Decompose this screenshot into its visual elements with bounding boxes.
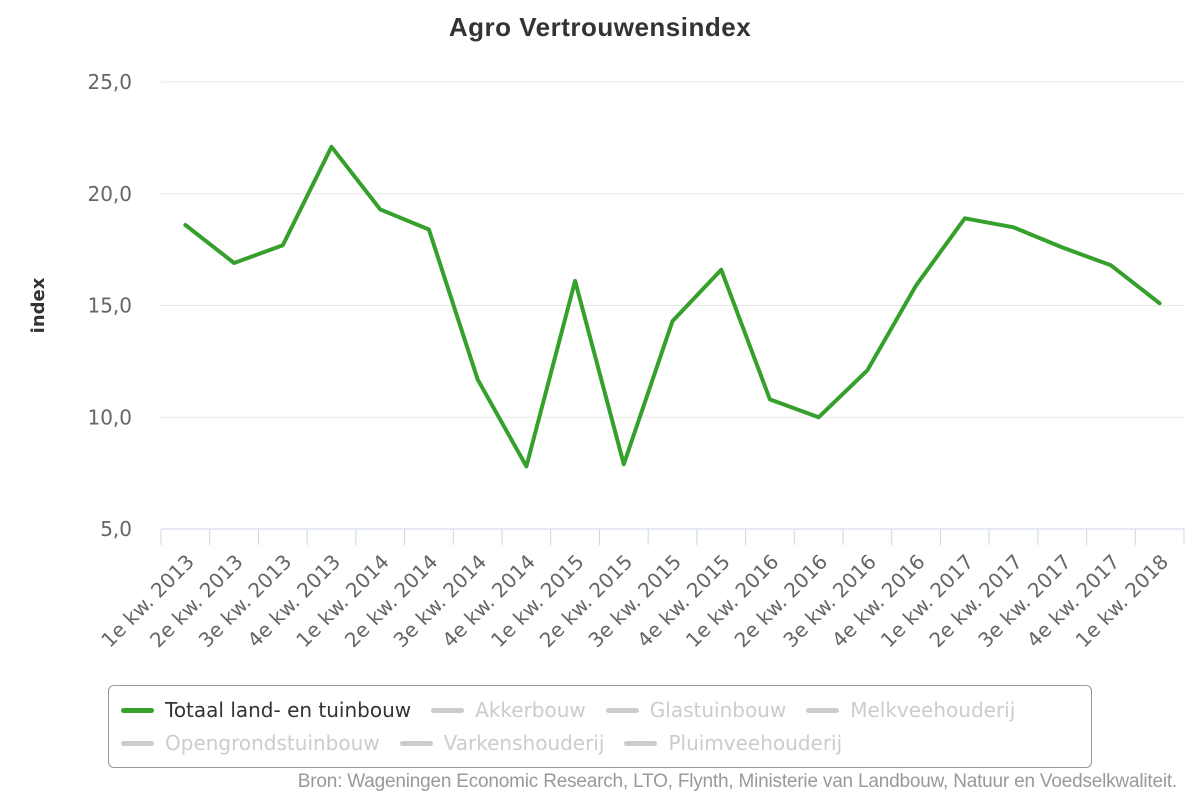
y-axis-title: index xyxy=(28,277,49,333)
legend-item-opengrondstuinbouw[interactable]: Opengrondstuinbouw xyxy=(121,731,380,755)
legend-item-melkveehouderij[interactable]: Melkveehouderij xyxy=(806,698,1015,722)
chart-title: Agro Vertrouwensindex xyxy=(448,12,752,42)
legend-swatch xyxy=(624,740,658,746)
legend-swatch xyxy=(121,707,154,713)
legend-swatch xyxy=(605,707,639,713)
legend-swatch xyxy=(399,740,433,746)
legend-item-label: Totaal land- en tuinbouw xyxy=(165,698,412,722)
credits-text: Bron: Wageningen Economic Research, LTO,… xyxy=(297,771,1177,792)
legend-swatch xyxy=(121,740,154,746)
legend-swatch xyxy=(806,707,840,713)
legend-item-label: Akkerbouw xyxy=(475,698,586,722)
legend-item-label: Pluimveehouderij xyxy=(668,731,843,755)
legend-item-label: Varkenshouderij xyxy=(443,731,605,755)
legend-item-label: Glastuinbouw xyxy=(649,698,787,722)
legend: Totaal land- en tuinbouw Akkerbouw Glastui… xyxy=(108,685,1092,768)
y-axis-tick-label: 10,0 xyxy=(87,405,132,429)
y-axis-tick-label: 25,0 xyxy=(87,70,132,94)
legend-item-akkerbouw[interactable]: Akkerbouw xyxy=(431,698,586,722)
y-axis-tick-label: 5,0 xyxy=(100,517,132,541)
legend-item-label: Melkveehouderij xyxy=(850,698,1016,722)
series-line-totaal-land-en-tuinbouw[interactable] xyxy=(183,144,1162,469)
y-axis-tick-label: 15,0 xyxy=(87,294,132,318)
legend-item-glastuinbouw[interactable]: Glastuinbouw xyxy=(605,698,787,722)
legend-item-varkenshouderij[interactable]: Varkenshouderij xyxy=(399,731,605,755)
legend-item-pluimveehouderij[interactable]: Pluimveehouderij xyxy=(624,731,842,755)
legend-item-totaal-land-en-tuinbouw[interactable]: Totaal land- en tuinbouw xyxy=(121,698,411,722)
legend-swatch xyxy=(431,707,465,713)
legend-item-label: Opengrondstuinbouw xyxy=(165,731,380,755)
y-axis-tick-label: 20,0 xyxy=(87,182,132,206)
